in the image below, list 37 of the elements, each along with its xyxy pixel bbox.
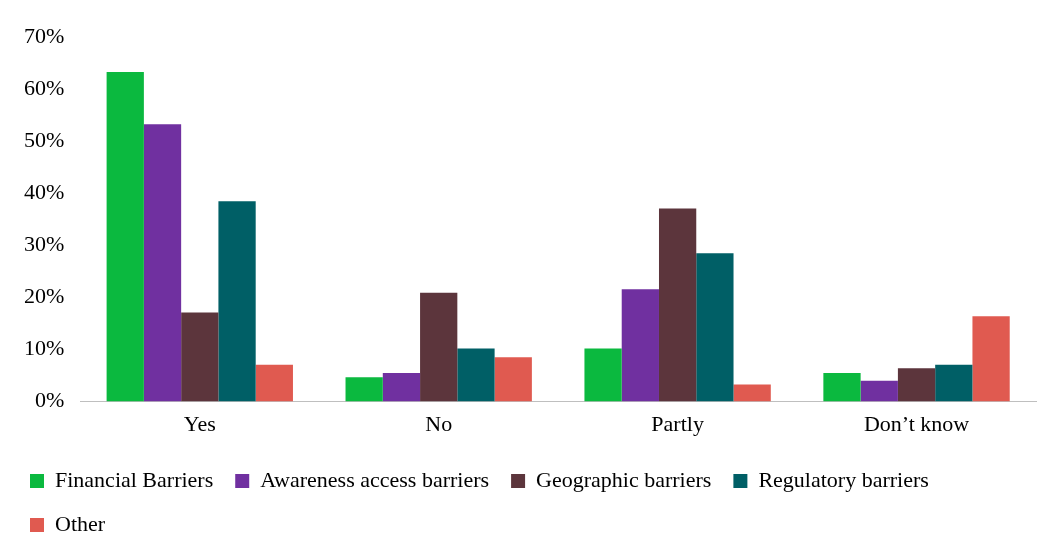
bar bbox=[106, 72, 144, 402]
bar bbox=[457, 348, 495, 402]
bar bbox=[143, 124, 182, 402]
y-tick-label: 10% bbox=[24, 335, 65, 361]
legend-label: Geographic barriers bbox=[536, 466, 712, 492]
bar bbox=[621, 289, 659, 402]
y-tick-label: 0% bbox=[35, 387, 65, 413]
y-tick-label: 60% bbox=[24, 75, 65, 101]
x-tick-label: Yes bbox=[183, 410, 216, 436]
y-tick-label: 40% bbox=[24, 179, 65, 205]
bar bbox=[972, 316, 1010, 402]
legend-label: Regulatory barriers bbox=[758, 466, 929, 492]
y-tick-label: 70% bbox=[24, 22, 65, 48]
x-tick-label: No bbox=[425, 410, 453, 436]
bar bbox=[733, 384, 771, 402]
y-tick-label: 50% bbox=[24, 127, 65, 153]
bar bbox=[935, 364, 973, 402]
legend-label: Financial Barriers bbox=[55, 466, 214, 492]
bar bbox=[658, 208, 697, 402]
bar bbox=[696, 253, 734, 402]
bar bbox=[181, 312, 219, 402]
bar bbox=[420, 292, 458, 402]
bar bbox=[218, 201, 256, 402]
legend-label: Awareness access barriers bbox=[260, 466, 490, 492]
bar bbox=[823, 372, 861, 402]
legend-label: Other bbox=[55, 510, 106, 536]
bar bbox=[345, 377, 383, 402]
bar bbox=[897, 368, 936, 402]
bar bbox=[494, 357, 532, 402]
x-tick-label: Don’t know bbox=[863, 410, 970, 436]
bar bbox=[860, 380, 898, 402]
y-tick-label: 30% bbox=[24, 231, 65, 257]
bar bbox=[382, 372, 421, 402]
bar bbox=[255, 364, 293, 402]
x-tick-label: Partly bbox=[651, 410, 704, 436]
bar bbox=[584, 348, 622, 402]
y-tick-label: 20% bbox=[24, 283, 65, 309]
